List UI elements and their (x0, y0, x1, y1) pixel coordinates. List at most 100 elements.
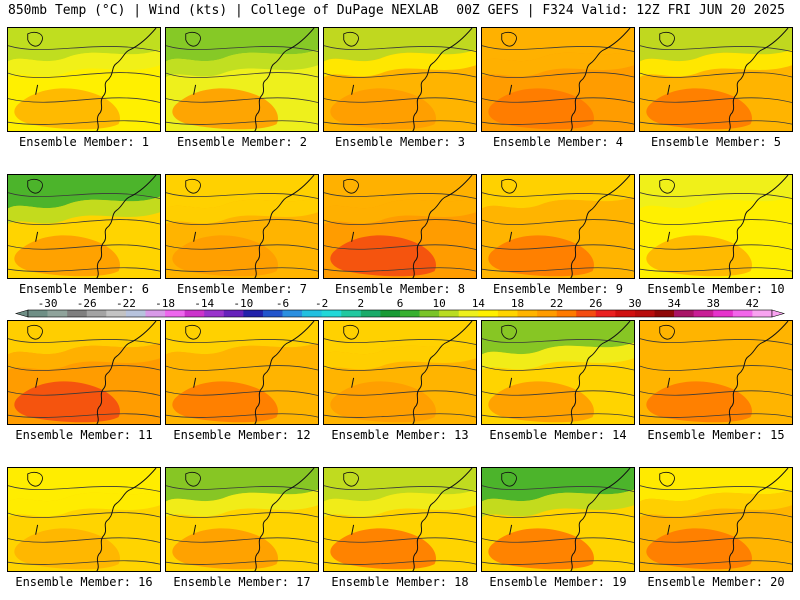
colorbar-bin (302, 310, 322, 317)
lake-outline (185, 31, 201, 47)
wind-mark (193, 84, 197, 95)
colorbar-tick-label: -30 (38, 298, 58, 310)
colorbar-bin (615, 310, 636, 317)
contour-line (8, 219, 160, 225)
contour-line (8, 45, 160, 52)
colorbar-bin (634, 310, 655, 317)
coastline (96, 175, 157, 278)
ensemble-member-label: Ensemble Member: 16 (15, 575, 153, 589)
ensemble-member-label: Ensemble Member: 9 (492, 282, 624, 296)
colorbar-tick-label: -10 (233, 298, 253, 310)
contour-line (166, 219, 318, 225)
ensemble-map-panel (7, 27, 161, 132)
colorbar-bin (439, 310, 460, 317)
colorbar-tick-label: 30 (628, 298, 641, 310)
ensemble-map-panel (165, 174, 319, 279)
contour-line (640, 390, 792, 396)
cool-air-region (482, 321, 634, 355)
ensemble-member-label: Ensemble Member: 5 (650, 135, 782, 149)
coastline (728, 321, 789, 424)
lake-outline (343, 178, 359, 194)
ensemble-map-panel (481, 174, 635, 279)
lake-outline (343, 471, 359, 487)
cool-air-region (640, 321, 792, 355)
cool-air-region (640, 468, 792, 502)
contour-line (324, 413, 476, 418)
contour-line (482, 45, 634, 52)
wind-mark (667, 524, 671, 535)
colorbar-bin (165, 310, 185, 317)
ensemble-member-label: Ensemble Member: 2 (176, 135, 308, 149)
contour-line (166, 97, 318, 103)
ensemble-member-label: Ensemble Member: 3 (334, 135, 466, 149)
ensemble-member-label: Ensemble Member: 8 (334, 282, 466, 296)
lake-outline (501, 471, 517, 487)
map-valid-time: 00Z GEFS | F324 Valid: 12Z FRI JUN 20 20… (456, 3, 785, 18)
contour-line (324, 72, 476, 78)
contour-line (482, 413, 634, 418)
contour-line (8, 537, 160, 543)
contour-line (482, 365, 634, 371)
contour-line (482, 192, 634, 199)
contour-line (8, 512, 160, 518)
wind-mark (509, 377, 513, 388)
colorbar-bin (204, 310, 225, 317)
colorbar-bin (732, 310, 753, 317)
contour-line (482, 97, 634, 103)
contour-line (482, 244, 634, 250)
contour-line (324, 192, 476, 199)
contour-line (166, 537, 318, 543)
contour-line (166, 192, 318, 199)
ensemble-member-label: Ensemble Member: 7 (176, 282, 308, 296)
ensemble-member-label: Ensemble Member: 17 (173, 575, 311, 589)
contour-line (8, 120, 160, 125)
contour-line (8, 413, 160, 418)
contour-line (324, 244, 476, 250)
contour-line (640, 45, 792, 52)
colorbar-bin (145, 310, 166, 317)
ensemble-member-label: Ensemble Member: 19 (489, 575, 627, 589)
contour-line (640, 338, 792, 345)
ensemble-map-panel (481, 320, 635, 425)
wind-mark (193, 231, 197, 242)
lake-outline (659, 31, 675, 47)
ensemble-map-panel (7, 320, 161, 425)
coastline (254, 175, 315, 278)
coastline (254, 321, 315, 424)
wind-mark (351, 84, 355, 95)
cool-air-region (166, 321, 318, 355)
colorbar-low-arrow (14, 309, 29, 318)
lake-outline (27, 324, 43, 340)
contour-line (166, 560, 318, 565)
coastline (254, 468, 315, 571)
colorbar-bin (184, 310, 205, 317)
coastline (412, 175, 473, 278)
ensemble-map-panel (323, 467, 477, 572)
coastline (728, 468, 789, 571)
colorbar-bin (67, 310, 88, 317)
colorbar-bin (713, 310, 734, 317)
wind-mark (193, 524, 197, 535)
colorbar-bin (282, 310, 303, 317)
cool-air-region (324, 175, 476, 209)
contour-line (166, 390, 318, 396)
cool-air-region (640, 28, 792, 62)
ensemble-map-panel (481, 27, 635, 132)
colorbar-tick-label: 26 (589, 298, 602, 310)
contour-line (640, 192, 792, 199)
colorbar-tick-label: 34 (667, 298, 681, 310)
ensemble-map-panel (165, 27, 319, 132)
lake-outline (343, 324, 359, 340)
cool-air-region (8, 28, 160, 62)
contour-line (482, 560, 634, 565)
cool-air-region (482, 468, 634, 502)
contour-line (640, 485, 792, 492)
colorbar-bin (321, 310, 342, 317)
contour-line (482, 390, 634, 396)
contour-line (482, 72, 634, 78)
colorbar-bin (595, 310, 616, 317)
contour-line (640, 365, 792, 371)
cool-air-region (8, 175, 160, 209)
ensemble-member-label: Ensemble Member: 15 (647, 428, 785, 442)
wind-mark (667, 377, 671, 388)
